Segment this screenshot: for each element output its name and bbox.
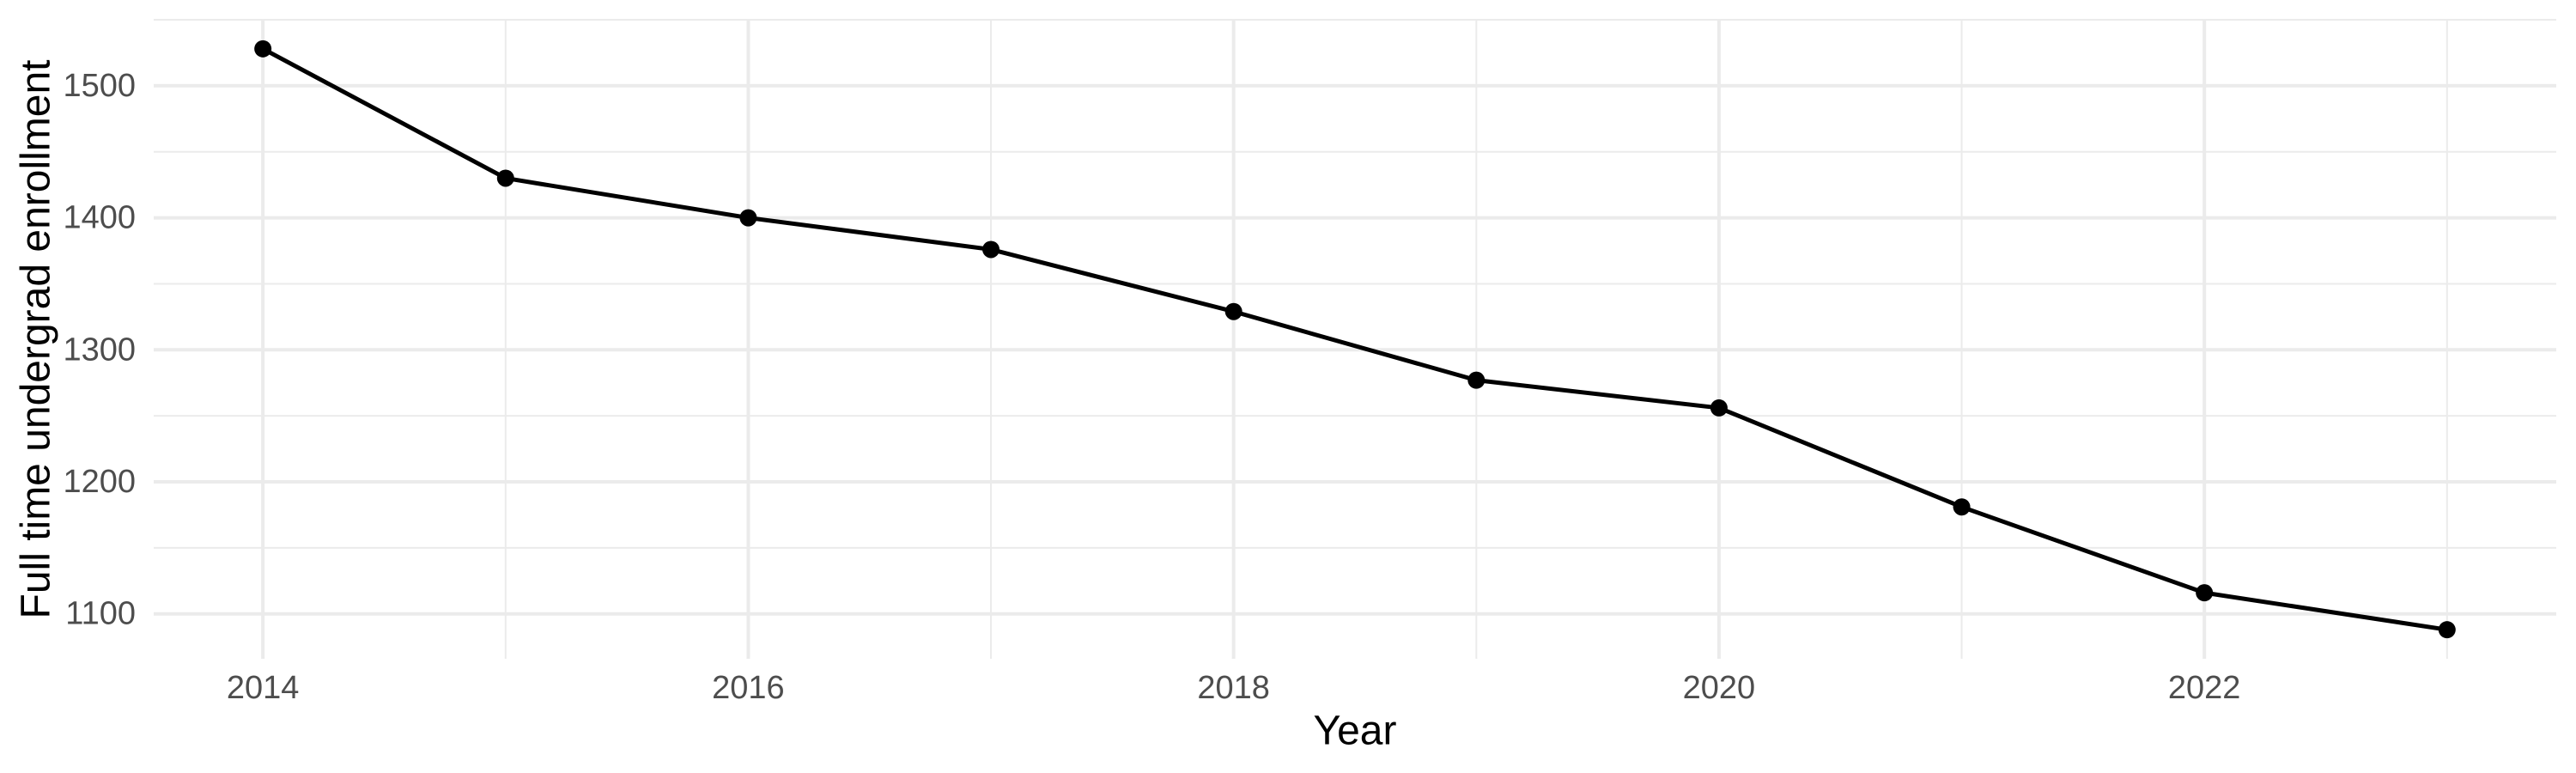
- data-point: [982, 240, 1000, 259]
- data-point: [1467, 371, 1485, 389]
- data-point: [2196, 584, 2214, 602]
- y-tick-label: 1500: [63, 68, 136, 104]
- grid-minor-layer: [154, 19, 2556, 659]
- data-point: [1224, 302, 1242, 320]
- y-tick-label: 1400: [63, 200, 136, 236]
- y-tick-label: 1200: [63, 464, 136, 500]
- data-point: [739, 209, 757, 227]
- grid-major-layer: [154, 20, 2556, 659]
- x-axis-title: Year: [1314, 709, 1397, 754]
- x-tick-label: 2014: [227, 670, 300, 706]
- data-point: [1953, 498, 1971, 516]
- data-point: [1710, 399, 1728, 417]
- y-tick-label: 1300: [63, 332, 136, 368]
- data-point: [2438, 621, 2456, 639]
- x-tick-label: 2018: [1197, 670, 1270, 706]
- data-point: [496, 169, 514, 187]
- x-tick-label: 2020: [1683, 670, 1756, 706]
- x-tick-label: 2022: [2168, 670, 2241, 706]
- tick-labels-layer: 2014 2016 2018 2020 2022 1100 1200 1300 1400 1500: [63, 68, 2240, 706]
- data-point: [254, 40, 272, 58]
- data-line: [260, 46, 2450, 632]
- y-tick-label: 1100: [65, 596, 136, 632]
- series-layer: [254, 40, 2456, 639]
- y-axis-title: Full time undergrad enrollment: [14, 60, 59, 619]
- x-tick-label: 2016: [712, 670, 785, 706]
